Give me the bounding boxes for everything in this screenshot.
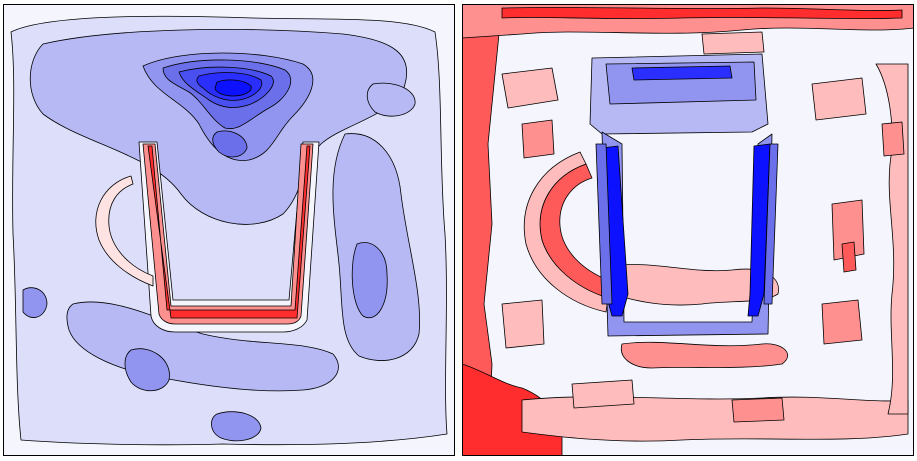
contour-panel-left [3, 4, 455, 456]
panel-frame [3, 4, 455, 456]
arc-left [95, 175, 154, 287]
patch-1 [501, 67, 559, 109]
core-spur [212, 130, 248, 158]
arc-left-outer [523, 151, 609, 313]
lower-blob-2 [211, 411, 262, 442]
u-wall-core [147, 145, 311, 319]
patch-8 [881, 121, 905, 157]
contour-panel-right [462, 4, 914, 456]
right-blob [351, 242, 388, 319]
top-border-strip [501, 7, 903, 19]
core-e [214, 79, 252, 97]
patch-3 [811, 77, 867, 121]
patch-10 [571, 379, 635, 409]
u-arm-left-glow [595, 143, 613, 305]
patch-2 [521, 119, 555, 159]
patch-6 [821, 299, 863, 345]
patch-4 [831, 199, 865, 261]
inner-red-band [611, 264, 779, 306]
lower-blob-1 [124, 348, 170, 392]
patch-11 [731, 397, 785, 423]
u-arm-right-glow [763, 143, 779, 305]
patch-5 [501, 299, 545, 349]
patch-7 [701, 31, 765, 55]
panel-frame [462, 4, 914, 456]
bottom-band [521, 396, 909, 442]
inner-red-band-2 [620, 341, 788, 369]
right-edge-blob [366, 82, 416, 117]
lower-blob-3 [22, 287, 48, 318]
patch-9 [841, 241, 857, 273]
top-box-core [631, 65, 733, 81]
